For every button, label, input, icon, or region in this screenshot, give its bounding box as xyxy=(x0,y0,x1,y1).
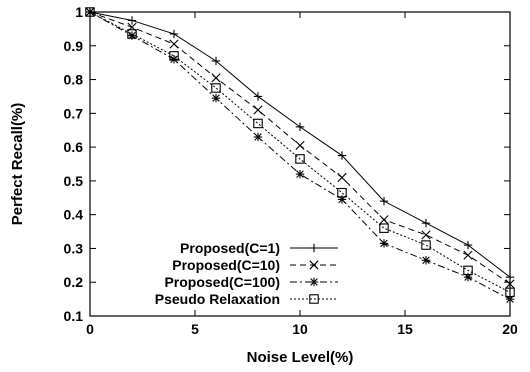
series-line xyxy=(89,11,511,300)
y-tick-label: 0.5 xyxy=(64,173,84,189)
data-point xyxy=(169,29,179,39)
series xyxy=(85,7,515,289)
data-point xyxy=(253,92,263,101)
y-tick-label: 0.8 xyxy=(64,72,84,88)
y-tick-label: 0.6 xyxy=(64,139,84,155)
data-point xyxy=(169,39,179,49)
y-tick-label: 0.7 xyxy=(64,105,84,121)
x-axis-label: Noise Level(%) xyxy=(247,349,354,366)
legend-item: Pseudo Relaxation xyxy=(155,291,338,307)
data-point xyxy=(295,169,305,179)
data-point xyxy=(337,172,347,183)
x-tick-label: 0 xyxy=(86,321,94,337)
data-point xyxy=(211,83,221,93)
legend: Proposed(C=1)Proposed(C=10)Proposed(C=10… xyxy=(155,240,338,307)
legend-item: Proposed(C=100) xyxy=(164,274,338,290)
series xyxy=(85,7,515,304)
data-point xyxy=(463,250,473,260)
data-point xyxy=(295,140,305,151)
legend-item: Proposed(C=10) xyxy=(172,257,338,273)
x-tick-label: 20 xyxy=(502,321,518,337)
legend-label: Proposed(C=1) xyxy=(180,240,280,256)
series xyxy=(85,7,515,298)
x-tick-label: 5 xyxy=(191,321,199,337)
y-tick-label: 0.2 xyxy=(64,274,84,290)
data-point xyxy=(379,239,389,248)
y-axis-label: Perfect Recall(%) xyxy=(9,103,26,226)
y-tick-label: 0.3 xyxy=(64,240,84,256)
series-line xyxy=(89,11,511,285)
data-point xyxy=(379,223,389,233)
data-point xyxy=(421,218,431,228)
data-point xyxy=(211,73,221,83)
axis-ticks: 0.10.20.30.40.50.60.70.80.910 5 10 15 20 xyxy=(64,4,518,337)
data-point xyxy=(85,7,95,17)
y-tick-label: 0.4 xyxy=(64,207,84,223)
series-line xyxy=(89,11,511,278)
data-point xyxy=(421,230,431,240)
legend-label: Pseudo Relaxation xyxy=(155,291,280,307)
data-point xyxy=(505,272,515,282)
y-tick-label: 1 xyxy=(75,4,83,20)
data-point xyxy=(211,56,221,66)
x-tick-label: 10 xyxy=(292,321,308,337)
data-point xyxy=(505,279,515,289)
data-point xyxy=(421,240,431,250)
data-point xyxy=(421,256,431,265)
data-point xyxy=(309,260,319,270)
x-tick-label: 15 xyxy=(397,321,413,337)
data-point xyxy=(127,29,137,39)
data-point xyxy=(309,243,319,253)
data-point xyxy=(295,154,305,164)
y-tick-label: 0.1 xyxy=(64,308,84,324)
data-point xyxy=(169,51,179,61)
data-point xyxy=(463,265,473,276)
series xyxy=(85,7,515,282)
data-point xyxy=(211,93,221,103)
data-point xyxy=(379,196,389,206)
data-point xyxy=(505,287,515,298)
legend-label: Proposed(C=100) xyxy=(164,274,280,290)
data-point xyxy=(295,122,305,132)
data-point xyxy=(253,132,263,142)
data-point xyxy=(127,16,137,25)
legend-label: Proposed(C=10) xyxy=(172,257,280,273)
data-point xyxy=(337,187,347,198)
plot-frame xyxy=(89,11,511,317)
data-point xyxy=(309,277,319,287)
data-point xyxy=(309,294,319,304)
y-tick-label: 0.9 xyxy=(64,38,84,54)
legend-item: Proposed(C=1) xyxy=(180,240,338,256)
data-point xyxy=(253,105,263,115)
data-point xyxy=(253,118,263,129)
data-point xyxy=(169,55,179,64)
series-group xyxy=(85,7,515,304)
data-point xyxy=(463,240,473,250)
data-point xyxy=(379,215,389,225)
data-point xyxy=(337,151,347,160)
series-line xyxy=(89,11,511,293)
